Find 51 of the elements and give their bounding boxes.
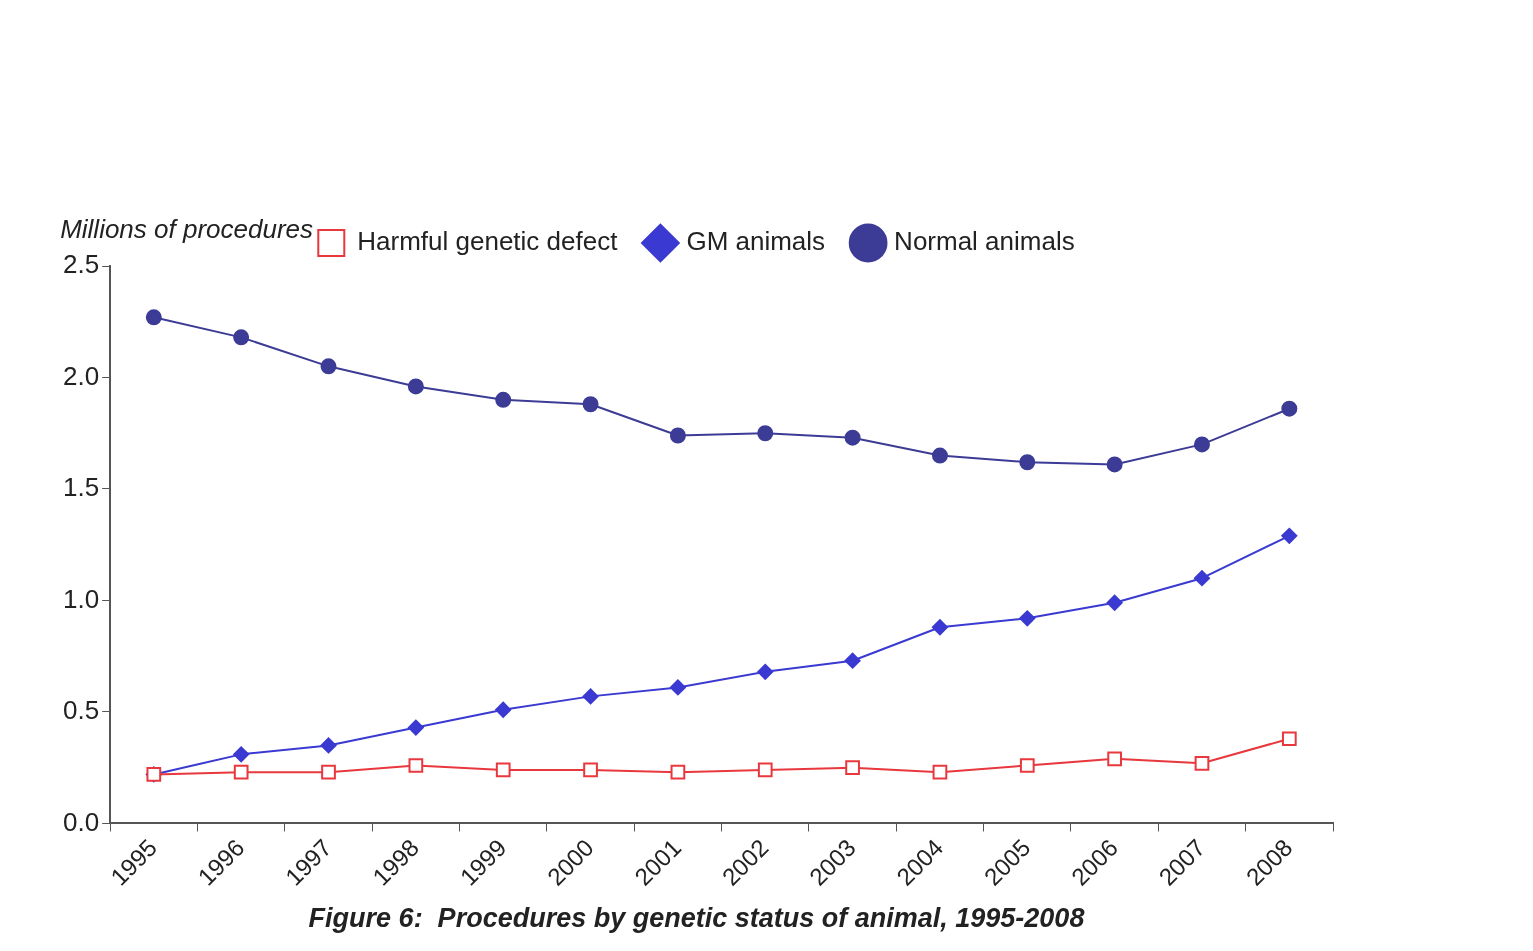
y-tick-label: 1.5 <box>62 472 100 503</box>
point <box>669 427 686 444</box>
point <box>1019 454 1036 471</box>
point <box>670 764 686 780</box>
point <box>1281 731 1297 747</box>
point <box>233 329 250 346</box>
point <box>1019 758 1035 773</box>
point <box>1106 594 1123 611</box>
point <box>320 737 337 754</box>
y-tick-label: 2.0 <box>62 360 100 391</box>
point <box>1194 755 1210 771</box>
point <box>495 701 512 718</box>
point <box>495 762 511 778</box>
point <box>582 396 599 413</box>
y-tick-label: 1.0 <box>62 583 100 614</box>
point <box>1107 751 1122 767</box>
point <box>757 663 774 680</box>
legend-label: Normal animals <box>894 226 1075 257</box>
point <box>407 719 424 736</box>
point <box>1193 436 1210 453</box>
point <box>321 764 336 780</box>
legend-label: Harmful genetic defect <box>357 226 619 257</box>
point <box>844 652 861 669</box>
y-tick-label: 2.5 <box>62 249 100 280</box>
text: Figure 6: Procedures by genetic status of animal, 1995-2008 <box>308 903 1085 934</box>
point <box>407 378 424 395</box>
point <box>583 762 598 778</box>
point <box>320 358 337 375</box>
point <box>844 429 861 446</box>
point <box>233 764 249 780</box>
point <box>1281 527 1298 544</box>
legend-label: GM animals <box>686 226 826 257</box>
point <box>757 762 773 778</box>
point <box>1019 610 1036 627</box>
point <box>1281 400 1298 417</box>
point <box>932 764 948 780</box>
point <box>145 309 162 326</box>
point <box>845 760 860 776</box>
point <box>669 679 686 696</box>
point <box>233 746 250 763</box>
point <box>582 688 599 705</box>
point <box>495 391 512 408</box>
point <box>1193 570 1210 587</box>
y-axis-title: Millions of procedures <box>60 214 314 245</box>
point <box>757 425 774 442</box>
point <box>1106 456 1123 473</box>
y-tick-label: 0.0 <box>62 806 100 837</box>
y-tick-label: 0.5 <box>62 695 100 726</box>
point <box>408 758 424 773</box>
point <box>931 447 948 464</box>
point <box>931 619 948 636</box>
